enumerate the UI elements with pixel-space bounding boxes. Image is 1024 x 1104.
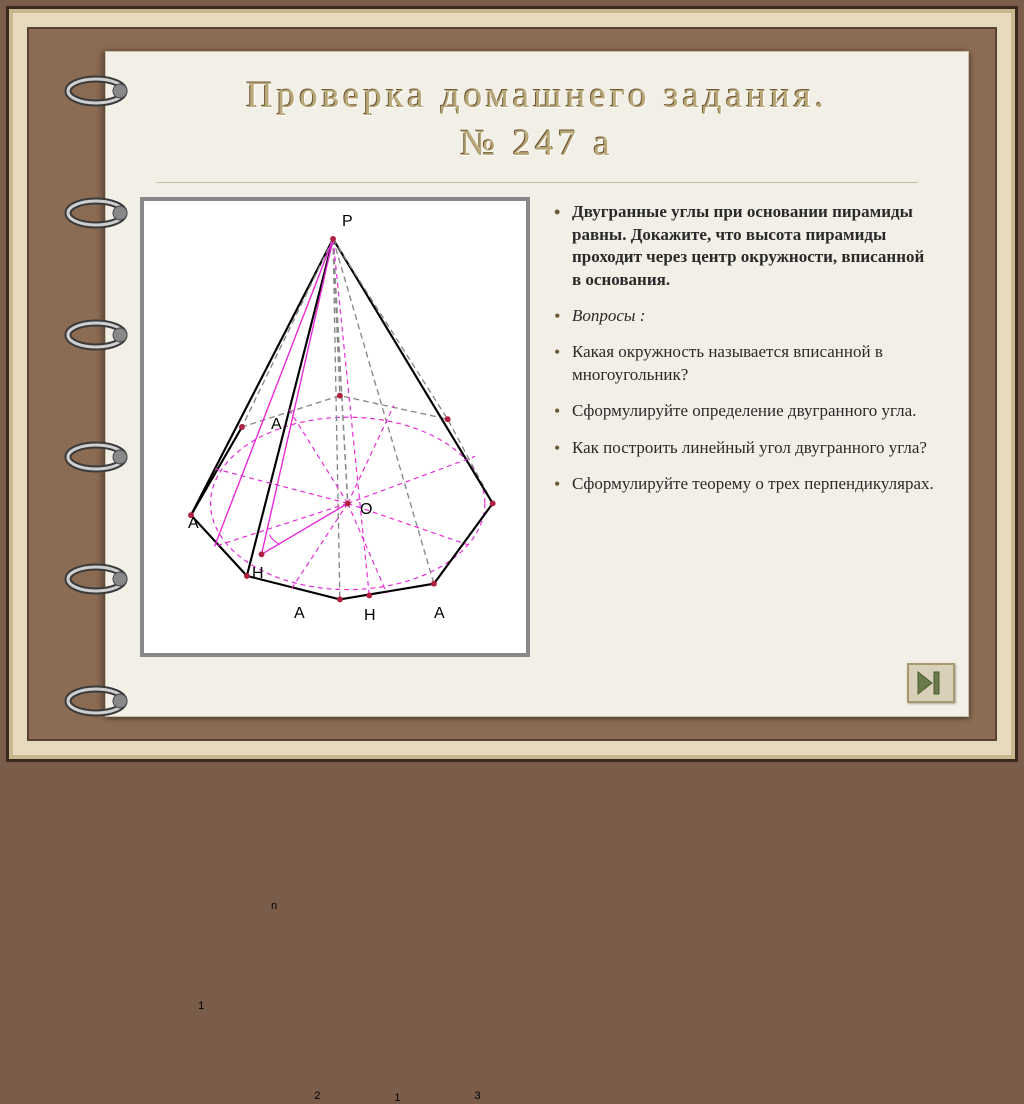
label-H1-1: 1 bbox=[394, 1092, 400, 1104]
text-column: Двугранные углы при основании пирамиды р… bbox=[550, 197, 934, 657]
title-area: Проверка домашнего задания. № 247 а bbox=[106, 52, 968, 168]
label-An-n: n bbox=[271, 900, 277, 912]
label-A1-1: 1 bbox=[198, 1000, 204, 1012]
bullet-item: Сформулируйте теорему о трех перпендикул… bbox=[550, 473, 934, 495]
label-A3-A: A bbox=[434, 605, 445, 623]
binding-ring bbox=[84, 69, 144, 119]
bullet-item: Сформулируйте определение двугранного уг… bbox=[550, 400, 934, 422]
content-row: P O H A n A 1 A 2 H 1 A 3 bbox=[106, 191, 968, 657]
bullet-item: Как построить линейный угол двугранного … bbox=[550, 437, 934, 459]
binding-ring bbox=[84, 679, 144, 729]
bullet-item: Вопросы : bbox=[550, 305, 934, 327]
pyramid-svg bbox=[144, 201, 526, 653]
label-O: O bbox=[360, 501, 372, 519]
binding-ring bbox=[84, 435, 144, 485]
pyramid-diagram: P O H A n A 1 A 2 H 1 A 3 bbox=[140, 197, 530, 657]
label-P: P bbox=[342, 213, 353, 231]
label-H1-H: H bbox=[364, 607, 376, 625]
label-A1-A: A bbox=[188, 515, 199, 533]
slide-outer-frame: Проверка домашнего задания. № 247 а bbox=[6, 6, 1018, 762]
next-slide-button[interactable] bbox=[907, 663, 955, 703]
label-A3-3: 3 bbox=[475, 1090, 481, 1102]
bullet-item: Какая окружность называется вписанной в … bbox=[550, 341, 934, 386]
bullet-list: Двугранные углы при основании пирамиды р… bbox=[550, 201, 934, 495]
label-H: H bbox=[252, 565, 264, 583]
play-forward-icon bbox=[916, 670, 946, 696]
binding-ring bbox=[84, 557, 144, 607]
slide-page: Проверка домашнего задания. № 247 а bbox=[105, 51, 969, 717]
slide-inner-frame: Проверка домашнего задания. № 247 а bbox=[27, 27, 997, 741]
slide-title-line2: № 247 а bbox=[106, 120, 968, 168]
binding-ring bbox=[84, 191, 144, 241]
label-A2-A: A bbox=[294, 605, 305, 623]
label-An-A: A bbox=[271, 416, 282, 434]
title-divider bbox=[156, 182, 918, 183]
bullet-item: Двугранные углы при основании пирамиды р… bbox=[550, 201, 934, 291]
diagram-column: P O H A n A 1 A 2 H 1 A 3 bbox=[140, 197, 530, 657]
label-A2-2: 2 bbox=[314, 1090, 320, 1102]
binding-ring bbox=[84, 313, 144, 363]
spiral-binding bbox=[84, 69, 144, 801]
slide-title-line1: Проверка домашнего задания. bbox=[106, 72, 968, 120]
